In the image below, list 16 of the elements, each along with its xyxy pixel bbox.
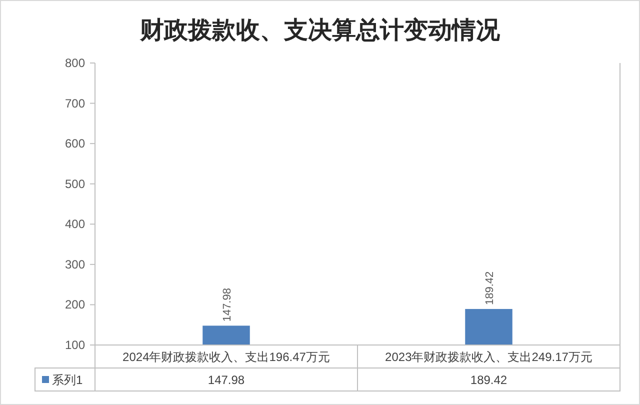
chart-title: 财政拨款收、支决算总计变动情况 [139,17,501,44]
y-tick-label: 800 [64,56,86,70]
y-tick-label: 700 [64,96,86,110]
y-tick-label: 500 [64,176,86,191]
text: 189.42 [470,373,508,387]
y-tick-label: 200 [64,298,86,312]
y-tick-label: 100 [64,338,86,352]
x-tick-label: 2023年财政拨款收入、支出249.17万元 [385,350,592,364]
y-tick-label: 400 [64,217,86,232]
text: 147.98 [208,373,245,387]
y-tick-label: 300 [64,257,86,272]
data-label: 189.42 [484,271,496,305]
y-tick-label: 600 [64,136,86,151]
data-label: 147.98 [221,288,234,322]
legend-label: 系列1 [52,373,83,387]
x-tick-label: 2024年财政拨款收入、支出196.47万元 [122,350,330,364]
